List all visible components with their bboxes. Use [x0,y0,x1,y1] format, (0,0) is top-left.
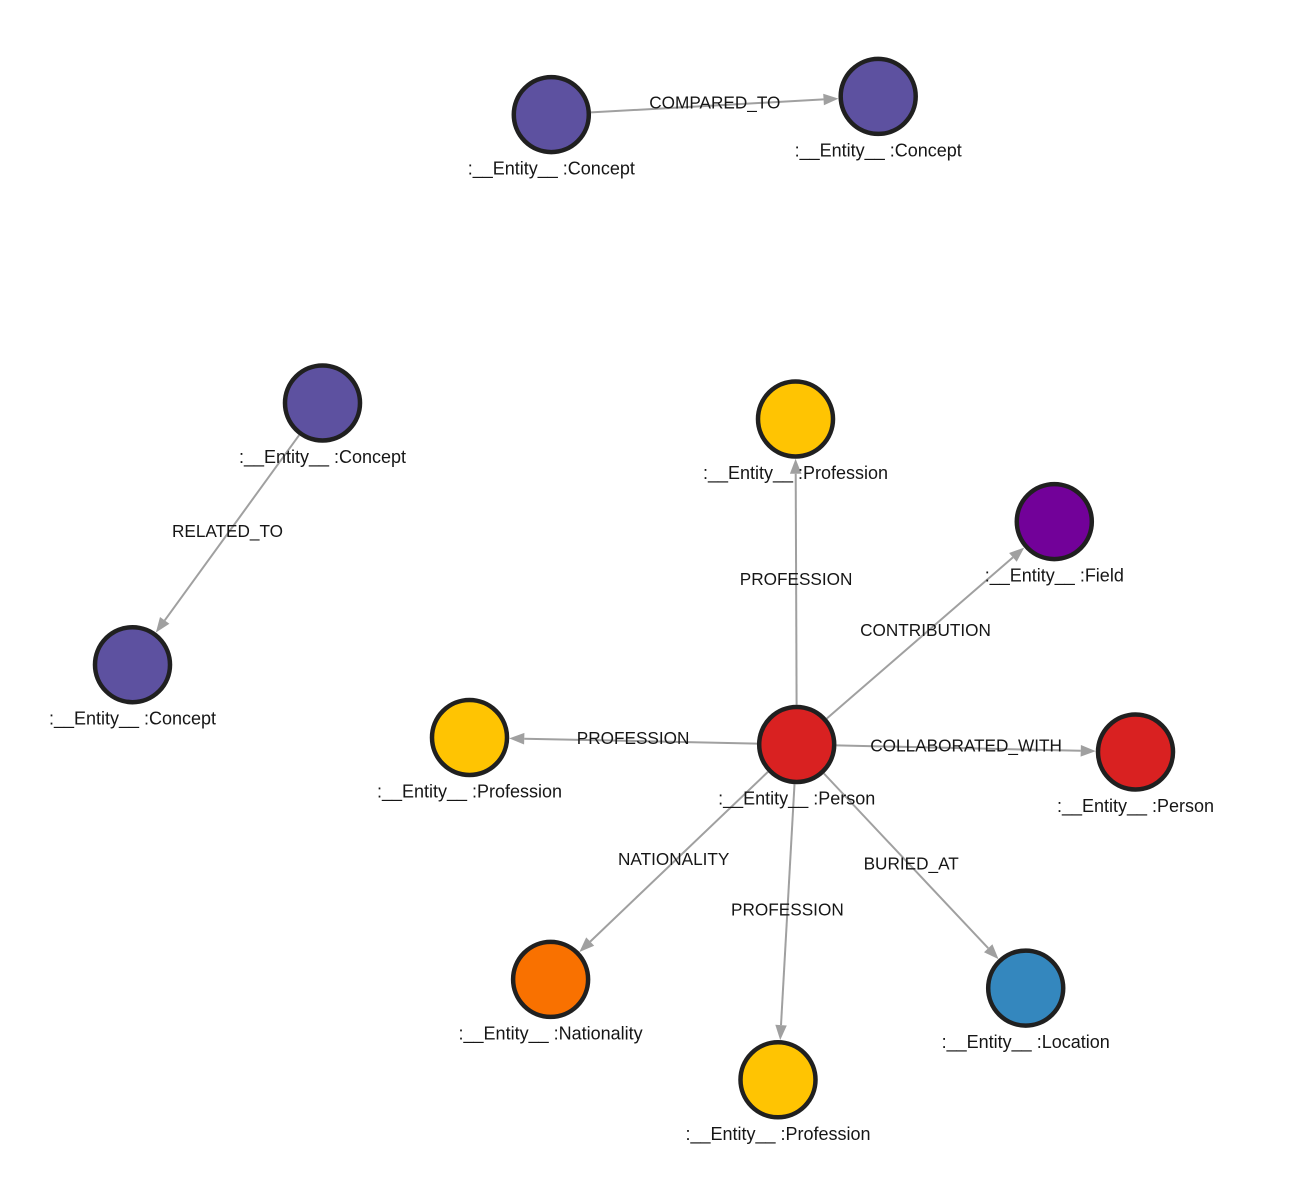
svg-text:PROFESSION: PROFESSION [740,569,853,589]
svg-text::__Entity__ :Nationality: :__Entity__ :Nationality [459,1023,643,1044]
svg-text::__Entity__ :Profession: :__Entity__ :Profession [685,1124,870,1145]
svg-text:CONTRIBUTION: CONTRIBUTION [860,620,991,640]
svg-text::__Entity__ :Person: :__Entity__ :Person [718,789,875,810]
svg-text:COLLABORATED_WITH: COLLABORATED_WITH [870,736,1062,756]
svg-text::__Entity__ :Concept: :__Entity__ :Concept [49,709,216,730]
svg-text::__Entity__ :Concept: :__Entity__ :Concept [795,140,962,161]
svg-text:RELATED_TO: RELATED_TO [172,521,283,541]
svg-text:PROFESSION: PROFESSION [577,728,690,748]
svg-text::__Entity__ :Profession: :__Entity__ :Profession [377,782,562,803]
svg-text::__Entity__ :Person: :__Entity__ :Person [1057,796,1214,817]
svg-text::__Entity__ :Concept: :__Entity__ :Concept [468,159,635,180]
svg-text::__Entity__ :Location: :__Entity__ :Location [942,1032,1110,1053]
svg-text:COMPARED_TO: COMPARED_TO [649,93,780,113]
svg-text:NATIONALITY: NATIONALITY [618,849,730,869]
svg-text::__Entity__ :Profession: :__Entity__ :Profession [703,463,888,484]
svg-text:BURIED_AT: BURIED_AT [864,854,960,874]
svg-text::__Entity__ :Field: :__Entity__ :Field [985,566,1124,587]
svg-text::__Entity__ :Concept: :__Entity__ :Concept [239,447,406,468]
svg-text:PROFESSION: PROFESSION [731,899,844,919]
